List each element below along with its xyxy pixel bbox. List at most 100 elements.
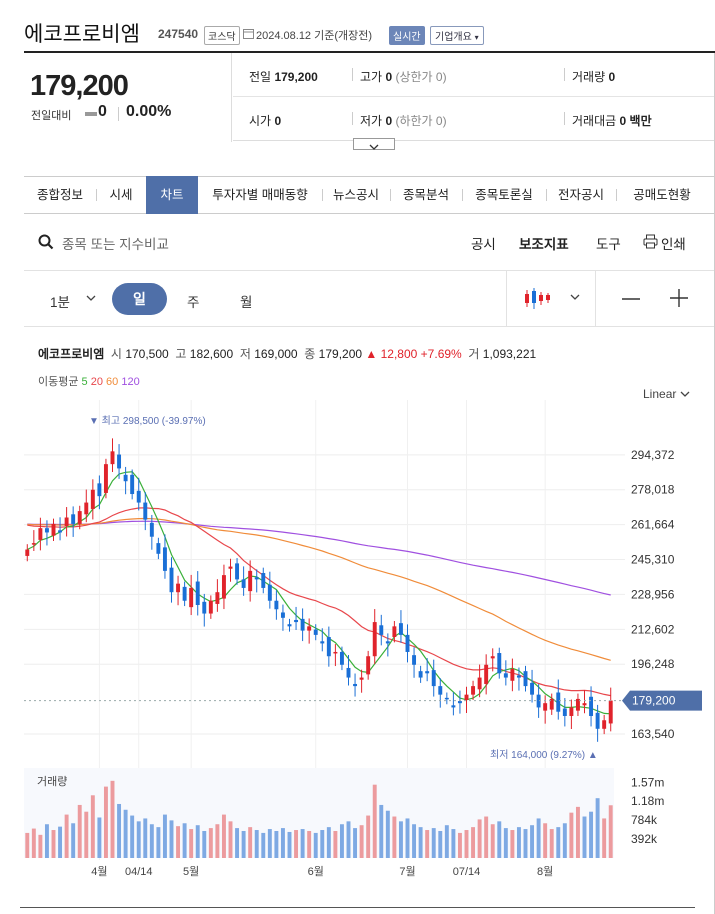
chevron-down-icon[interactable] — [570, 293, 580, 301]
candle-body — [464, 694, 469, 700]
volume-bar — [536, 818, 541, 858]
candle-body — [228, 566, 233, 569]
moving-average-legend[interactable]: 이동평균 5 20 60 120 — [38, 376, 140, 388]
candle — [412, 647, 417, 678]
candle — [405, 624, 410, 663]
tab-news[interactable]: 뉴스공시 — [332, 188, 379, 202]
candle-body — [287, 624, 292, 627]
header-divider — [24, 51, 715, 53]
candle-body — [90, 489, 95, 509]
candle-body — [143, 502, 148, 520]
volume-bar — [608, 805, 613, 858]
candle — [582, 690, 587, 714]
tab-overview[interactable]: 종합정보 — [36, 188, 83, 202]
candle — [84, 489, 89, 523]
volume-tick-label: 392k — [631, 832, 658, 846]
price-chart[interactable]: 294,372 278,018 261,664 245,310 228,956 212,6… — [0, 395, 715, 885]
chevron-down-icon — [369, 144, 379, 150]
volume-bar — [103, 786, 108, 858]
tab-analysis[interactable]: 종목분석 — [402, 188, 449, 202]
tab-short-selling[interactable]: 공매도현황 — [633, 188, 691, 202]
tab-quote[interactable]: 시세 — [109, 188, 133, 202]
volume-bar — [392, 816, 397, 858]
stock-name: 에코프로비엠 — [24, 23, 140, 46]
candle — [431, 659, 436, 697]
realtime-button[interactable]: 실시간 — [389, 26, 425, 45]
volume-bar — [182, 823, 187, 858]
tools-button[interactable]: 도구 — [596, 237, 621, 252]
candle-body — [444, 697, 449, 700]
candle-body — [569, 707, 574, 716]
print-button[interactable]: 인쇄 — [661, 237, 686, 252]
stat-volume: 거래량 0 — [572, 70, 616, 84]
candle-body — [457, 701, 462, 704]
expand-button[interactable] — [353, 138, 395, 150]
scale-mode-select[interactable]: Linear — [643, 387, 690, 401]
candle-body — [412, 655, 417, 665]
zoom-out-icon[interactable] — [621, 297, 641, 301]
candle — [235, 558, 240, 585]
volume-bar — [556, 827, 561, 858]
price-summary: 179,200 전일대비 0 0.00% — [24, 53, 232, 142]
indicators-button[interactable]: 보조지표 — [519, 237, 569, 252]
candle-body — [353, 683, 358, 687]
candle — [241, 566, 246, 596]
tab-chart[interactable]: 차트 — [146, 176, 198, 214]
candle — [287, 618, 292, 632]
candle — [510, 658, 515, 692]
period-day[interactable]: 일 — [112, 283, 167, 315]
volume-bar — [497, 821, 502, 858]
stock-header: 에코프로비엠 247540 코스닥 2024.08.12 기준(개장전) 실시간… — [0, 0, 715, 52]
candlestick-type-icon[interactable] — [523, 287, 551, 311]
volume-bar — [543, 823, 548, 858]
tab-disclosure[interactable]: 전자공시 — [557, 188, 604, 202]
search-icon[interactable] — [38, 234, 54, 250]
candle — [228, 558, 233, 582]
compare-search-input[interactable]: 종목 또는 지수비교 — [62, 237, 169, 252]
period-week[interactable]: 주 — [187, 295, 200, 310]
stock-code: 247540 — [158, 27, 199, 41]
candle — [398, 610, 403, 643]
candle — [451, 692, 456, 716]
company-info-dropdown[interactable]: 기업개요 ▾ — [430, 26, 484, 45]
ohlc-legend: 에코프로비엠 시 170,500 고 182,600 저 169,000 종 1… — [38, 347, 537, 361]
candle — [97, 475, 102, 510]
tab-discussion[interactable]: 종목토론실 — [475, 188, 533, 202]
candle-body — [398, 623, 403, 635]
period-month[interactable]: 월 — [240, 295, 253, 310]
candle — [372, 609, 377, 665]
candle-body — [589, 696, 594, 716]
candle — [71, 506, 76, 537]
candle — [392, 621, 397, 643]
volume-bar — [346, 821, 351, 858]
zoom-in-icon[interactable] — [670, 289, 688, 307]
candle — [221, 564, 226, 610]
candle-body — [149, 522, 154, 537]
candle — [136, 477, 141, 511]
y-tick-label: 163,540 — [631, 727, 675, 741]
candle-body — [241, 579, 246, 588]
period-bar: 1분 일 주 월 — [24, 270, 715, 327]
volume-bar — [510, 830, 515, 858]
candle-body — [280, 612, 285, 618]
change-percent: 0.00% — [126, 103, 172, 120]
volume-tick-label: 784k — [631, 813, 658, 827]
candle — [307, 618, 312, 644]
candle — [176, 575, 181, 606]
volume-bar — [149, 824, 154, 858]
candle-body — [300, 618, 305, 631]
minute-select[interactable]: 1분 — [50, 295, 70, 310]
ma120-line — [27, 520, 611, 596]
y-tick-label: 212,602 — [631, 622, 675, 636]
tab-investor-trading[interactable]: 투자자별 매매동향 — [212, 188, 308, 202]
candle — [25, 544, 30, 562]
candle — [536, 684, 541, 718]
candle-body — [58, 530, 63, 533]
volume-bar — [123, 809, 128, 858]
volume-bar — [51, 830, 56, 858]
candle-body — [84, 502, 89, 515]
volume-bar — [444, 825, 449, 858]
volume-bar — [307, 830, 312, 858]
disclosure-button[interactable]: 공시 — [471, 237, 496, 252]
candle — [215, 579, 220, 612]
